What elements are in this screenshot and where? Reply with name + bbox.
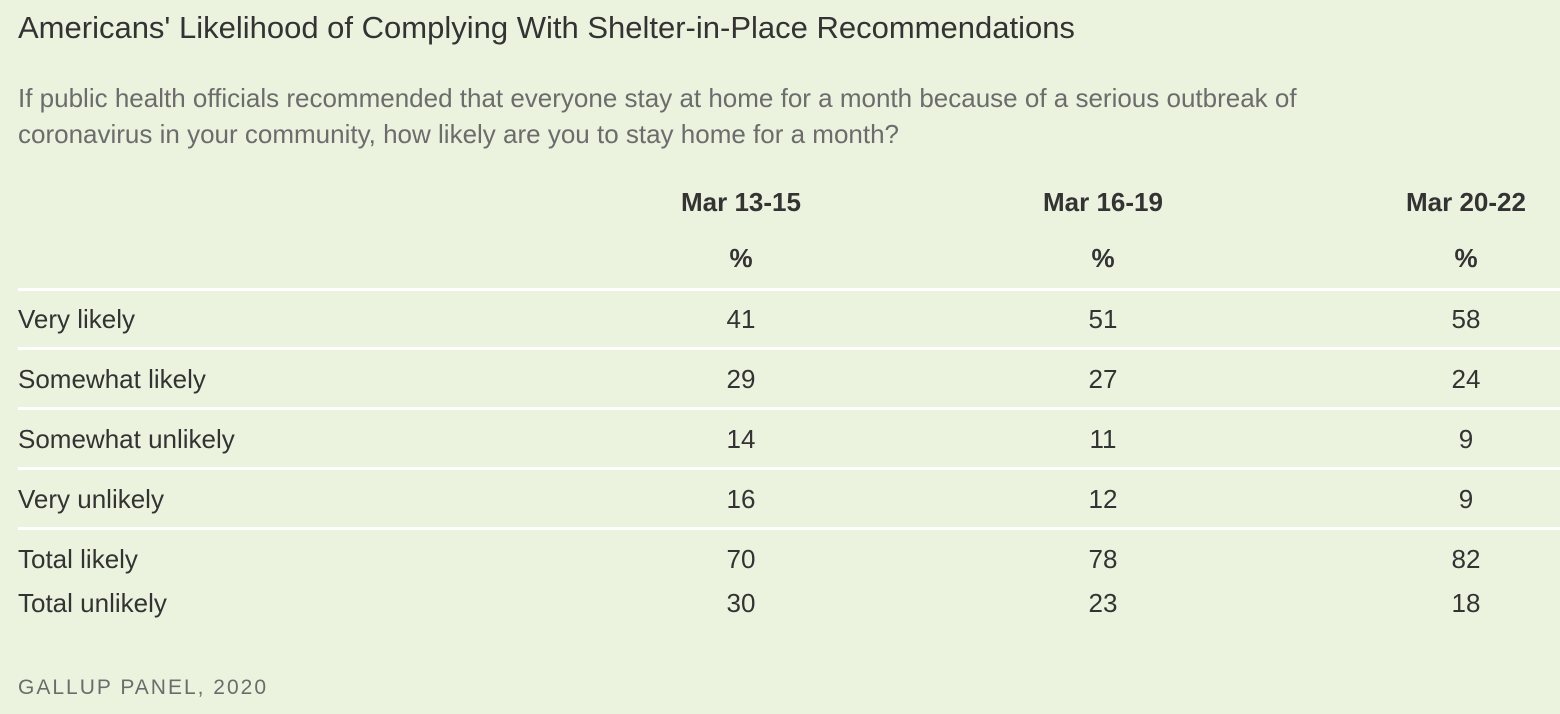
column-header-2: Mar 16-19 bbox=[1043, 187, 1163, 217]
unit-label-1: % bbox=[729, 243, 753, 273]
table-cell: 78 bbox=[1088, 544, 1118, 574]
row-label-somewhat-unlikely: Somewhat unlikely bbox=[18, 424, 235, 454]
table-cell: 12 bbox=[1088, 484, 1118, 514]
table-cell: 51 bbox=[1088, 304, 1118, 334]
row-divider bbox=[18, 347, 1560, 350]
table-cell: 30 bbox=[726, 588, 756, 618]
column-header-3: Mar 20-22 bbox=[1406, 187, 1526, 217]
unit-label-2: % bbox=[1091, 243, 1115, 273]
row-divider bbox=[18, 527, 1560, 530]
table-cell: 24 bbox=[1451, 364, 1481, 394]
source-label: GALLUP PANEL, 2020 bbox=[18, 676, 269, 699]
table-cell: 82 bbox=[1451, 544, 1481, 574]
table-cell: 9 bbox=[1458, 424, 1474, 454]
table-cell: 16 bbox=[726, 484, 756, 514]
table-cell: 18 bbox=[1451, 588, 1481, 618]
table-cell: 58 bbox=[1451, 304, 1481, 334]
row-label-somewhat-likely: Somewhat likely bbox=[18, 364, 206, 394]
table-cell: 23 bbox=[1088, 588, 1118, 618]
table-cell: 27 bbox=[1088, 364, 1118, 394]
table-cell: 9 bbox=[1458, 484, 1474, 514]
row-divider bbox=[18, 288, 1560, 291]
row-label-very-likely: Very likely bbox=[18, 304, 136, 334]
question-text: If public health officials recommended t… bbox=[18, 83, 1297, 149]
table-cell: 29 bbox=[726, 364, 756, 394]
table-cell: 41 bbox=[726, 304, 756, 334]
row-label-very-unlikely: Very unlikely bbox=[18, 484, 164, 514]
row-label-total-unlikely: Total unlikely bbox=[18, 588, 167, 618]
column-header-1: Mar 13-15 bbox=[681, 187, 801, 217]
table-cell: 11 bbox=[1089, 424, 1117, 454]
table-cell: 70 bbox=[726, 544, 756, 574]
chart-title: Americans' Likelihood of Complying With … bbox=[18, 10, 1075, 45]
row-label-total-likely: Total likely bbox=[18, 544, 138, 574]
row-divider bbox=[18, 407, 1560, 410]
unit-label-3: % bbox=[1454, 243, 1478, 273]
row-divider bbox=[18, 467, 1560, 470]
table-cell: 14 bbox=[726, 424, 756, 454]
